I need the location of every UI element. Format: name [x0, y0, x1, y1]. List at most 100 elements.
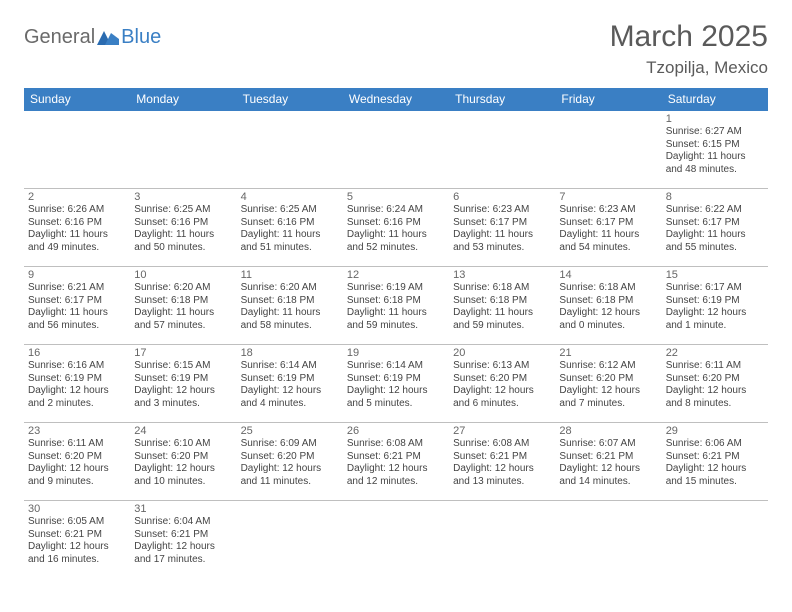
- page-header: General Blue March 2025 Tzopilja, Mexico: [24, 20, 768, 78]
- day-number: 16: [28, 347, 126, 359]
- day-number: 2: [28, 191, 126, 203]
- sunset-text: Sunset: 6:17 PM: [453, 217, 551, 230]
- sunset-text: Sunset: 6:21 PM: [666, 451, 764, 464]
- sunrise-text: Sunrise: 6:10 AM: [134, 438, 232, 451]
- daylight-text: Daylight: 12 hours and 13 minutes.: [453, 463, 551, 488]
- daylight-text: Daylight: 12 hours and 16 minutes.: [28, 541, 126, 566]
- calendar-week-row: 30Sunrise: 6:05 AMSunset: 6:21 PMDayligh…: [24, 501, 768, 579]
- sunrise-text: Sunrise: 6:11 AM: [666, 360, 764, 373]
- sunset-text: Sunset: 6:20 PM: [559, 373, 657, 386]
- weekday-header: Sunday: [24, 88, 130, 111]
- sunset-text: Sunset: 6:16 PM: [28, 217, 126, 230]
- sunrise-text: Sunrise: 6:23 AM: [453, 204, 551, 217]
- calendar-day-cell: 11Sunrise: 6:20 AMSunset: 6:18 PMDayligh…: [237, 267, 343, 345]
- calendar-header-row: SundayMondayTuesdayWednesdayThursdayFrid…: [24, 88, 768, 111]
- daylight-text: Daylight: 12 hours and 15 minutes.: [666, 463, 764, 488]
- daylight-text: Daylight: 12 hours and 3 minutes.: [134, 385, 232, 410]
- daylight-text: Daylight: 12 hours and 2 minutes.: [28, 385, 126, 410]
- sunrise-text: Sunrise: 6:27 AM: [666, 126, 764, 139]
- sunrise-text: Sunrise: 6:20 AM: [134, 282, 232, 295]
- daylight-text: Daylight: 11 hours and 55 minutes.: [666, 229, 764, 254]
- sunset-text: Sunset: 6:17 PM: [559, 217, 657, 230]
- calendar-day-cell: 31Sunrise: 6:04 AMSunset: 6:21 PMDayligh…: [130, 501, 236, 579]
- calendar-week-row: 9Sunrise: 6:21 AMSunset: 6:17 PMDaylight…: [24, 267, 768, 345]
- sunrise-text: Sunrise: 6:08 AM: [347, 438, 445, 451]
- sunset-text: Sunset: 6:19 PM: [347, 373, 445, 386]
- daylight-text: Daylight: 11 hours and 51 minutes.: [241, 229, 339, 254]
- calendar-day-cell: 3Sunrise: 6:25 AMSunset: 6:16 PMDaylight…: [130, 189, 236, 267]
- calendar-empty-cell: [237, 501, 343, 579]
- calendar-empty-cell: [24, 111, 130, 189]
- calendar-empty-cell: [130, 111, 236, 189]
- sunset-text: Sunset: 6:21 PM: [453, 451, 551, 464]
- daylight-text: Daylight: 11 hours and 56 minutes.: [28, 307, 126, 332]
- day-number: 29: [666, 425, 764, 437]
- calendar-day-cell: 29Sunrise: 6:06 AMSunset: 6:21 PMDayligh…: [662, 423, 768, 501]
- sunrise-text: Sunrise: 6:11 AM: [28, 438, 126, 451]
- calendar-table: SundayMondayTuesdayWednesdayThursdayFrid…: [24, 88, 768, 579]
- sunrise-text: Sunrise: 6:06 AM: [666, 438, 764, 451]
- calendar-day-cell: 2Sunrise: 6:26 AMSunset: 6:16 PMDaylight…: [24, 189, 130, 267]
- sunset-text: Sunset: 6:20 PM: [134, 451, 232, 464]
- day-number: 3: [134, 191, 232, 203]
- calendar-day-cell: 6Sunrise: 6:23 AMSunset: 6:17 PMDaylight…: [449, 189, 555, 267]
- sunrise-text: Sunrise: 6:21 AM: [28, 282, 126, 295]
- day-number: 26: [347, 425, 445, 437]
- sunset-text: Sunset: 6:18 PM: [559, 295, 657, 308]
- sunset-text: Sunset: 6:21 PM: [134, 529, 232, 542]
- sunrise-text: Sunrise: 6:08 AM: [453, 438, 551, 451]
- day-number: 10: [134, 269, 232, 281]
- weekday-header: Tuesday: [237, 88, 343, 111]
- sunrise-text: Sunrise: 6:13 AM: [453, 360, 551, 373]
- calendar-day-cell: 27Sunrise: 6:08 AMSunset: 6:21 PMDayligh…: [449, 423, 555, 501]
- calendar-day-cell: 21Sunrise: 6:12 AMSunset: 6:20 PMDayligh…: [555, 345, 661, 423]
- sunset-text: Sunset: 6:18 PM: [453, 295, 551, 308]
- sunset-text: Sunset: 6:19 PM: [241, 373, 339, 386]
- day-number: 25: [241, 425, 339, 437]
- calendar-day-cell: 15Sunrise: 6:17 AMSunset: 6:19 PMDayligh…: [662, 267, 768, 345]
- day-number: 1: [666, 113, 764, 125]
- weekday-header: Saturday: [662, 88, 768, 111]
- title-block: March 2025 Tzopilja, Mexico: [610, 20, 768, 78]
- calendar-day-cell: 17Sunrise: 6:15 AMSunset: 6:19 PMDayligh…: [130, 345, 236, 423]
- calendar-day-cell: 14Sunrise: 6:18 AMSunset: 6:18 PMDayligh…: [555, 267, 661, 345]
- day-number: 13: [453, 269, 551, 281]
- calendar-day-cell: 30Sunrise: 6:05 AMSunset: 6:21 PMDayligh…: [24, 501, 130, 579]
- calendar-day-cell: 25Sunrise: 6:09 AMSunset: 6:20 PMDayligh…: [237, 423, 343, 501]
- calendar-day-cell: 13Sunrise: 6:18 AMSunset: 6:18 PMDayligh…: [449, 267, 555, 345]
- sunset-text: Sunset: 6:18 PM: [134, 295, 232, 308]
- day-number: 18: [241, 347, 339, 359]
- sunset-text: Sunset: 6:20 PM: [28, 451, 126, 464]
- day-number: 17: [134, 347, 232, 359]
- daylight-text: Daylight: 12 hours and 8 minutes.: [666, 385, 764, 410]
- day-number: 14: [559, 269, 657, 281]
- sunset-text: Sunset: 6:19 PM: [666, 295, 764, 308]
- sunset-text: Sunset: 6:16 PM: [134, 217, 232, 230]
- daylight-text: Daylight: 11 hours and 52 minutes.: [347, 229, 445, 254]
- day-number: 28: [559, 425, 657, 437]
- daylight-text: Daylight: 11 hours and 57 minutes.: [134, 307, 232, 332]
- calendar-empty-cell: [555, 111, 661, 189]
- calendar-day-cell: 16Sunrise: 6:16 AMSunset: 6:19 PMDayligh…: [24, 345, 130, 423]
- daylight-text: Daylight: 12 hours and 9 minutes.: [28, 463, 126, 488]
- daylight-text: Daylight: 12 hours and 6 minutes.: [453, 385, 551, 410]
- day-number: 15: [666, 269, 764, 281]
- weekday-header: Monday: [130, 88, 236, 111]
- calendar-day-cell: 10Sunrise: 6:20 AMSunset: 6:18 PMDayligh…: [130, 267, 236, 345]
- sunset-text: Sunset: 6:19 PM: [134, 373, 232, 386]
- calendar-day-cell: 9Sunrise: 6:21 AMSunset: 6:17 PMDaylight…: [24, 267, 130, 345]
- sunset-text: Sunset: 6:19 PM: [28, 373, 126, 386]
- calendar-empty-cell: [662, 501, 768, 579]
- calendar-day-cell: 28Sunrise: 6:07 AMSunset: 6:21 PMDayligh…: [555, 423, 661, 501]
- calendar-empty-cell: [449, 501, 555, 579]
- daylight-text: Daylight: 11 hours and 50 minutes.: [134, 229, 232, 254]
- daylight-text: Daylight: 12 hours and 11 minutes.: [241, 463, 339, 488]
- daylight-text: Daylight: 12 hours and 4 minutes.: [241, 385, 339, 410]
- location-subtitle: Tzopilja, Mexico: [610, 58, 768, 78]
- sunrise-text: Sunrise: 6:04 AM: [134, 516, 232, 529]
- calendar-week-row: 2Sunrise: 6:26 AMSunset: 6:16 PMDaylight…: [24, 189, 768, 267]
- daylight-text: Daylight: 12 hours and 1 minute.: [666, 307, 764, 332]
- logo-text-general: General: [24, 26, 95, 49]
- calendar-week-row: 23Sunrise: 6:11 AMSunset: 6:20 PMDayligh…: [24, 423, 768, 501]
- daylight-text: Daylight: 12 hours and 14 minutes.: [559, 463, 657, 488]
